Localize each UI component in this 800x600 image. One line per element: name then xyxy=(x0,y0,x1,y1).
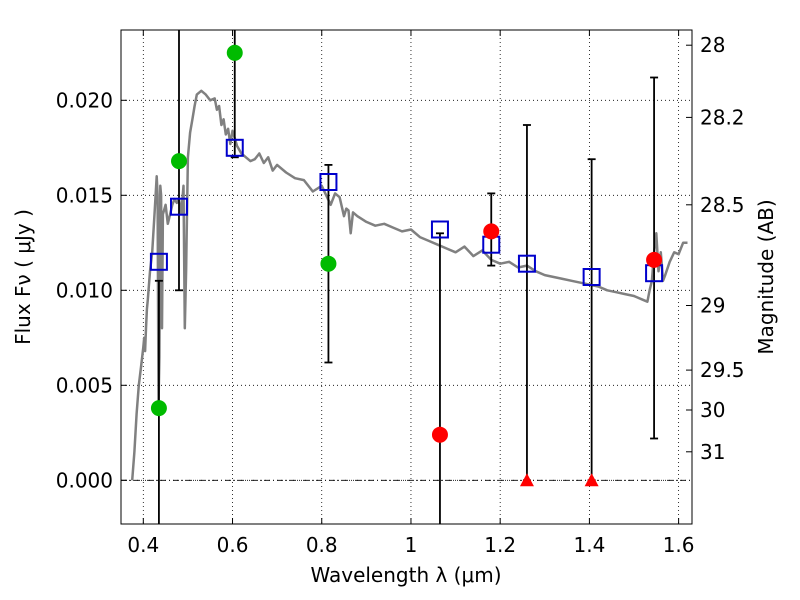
detection-point xyxy=(170,153,187,170)
x-tick-label: 0.4 xyxy=(127,533,159,557)
model-square xyxy=(430,220,449,239)
right-tick-label: 31 xyxy=(700,440,725,464)
detection-point xyxy=(150,400,167,417)
right-axis-label: Magnitude (AB) xyxy=(754,199,778,354)
model-square xyxy=(582,268,601,286)
x-tick-label: 1 xyxy=(405,533,418,557)
y-tick-label: 0.020 xyxy=(56,88,113,112)
right-tick-label: 29.5 xyxy=(700,358,745,382)
detection-point xyxy=(431,426,448,443)
right-tick-label: 29 xyxy=(700,294,725,318)
x-tick-label: 1.6 xyxy=(663,533,695,557)
x-tick-label: 1.4 xyxy=(573,533,605,557)
upper-limit-triangle xyxy=(584,473,599,487)
spectrum-layer xyxy=(130,89,688,481)
x-tick-label: 0.6 xyxy=(217,533,249,557)
x-tick-label: 0.8 xyxy=(306,533,338,557)
right-tick-label: 28.5 xyxy=(700,193,745,217)
detection-point xyxy=(320,255,337,272)
plot-frame xyxy=(120,29,693,525)
detection-point xyxy=(646,251,663,268)
y-tick-label: 0.000 xyxy=(56,468,113,492)
upper-limit-triangle xyxy=(519,473,534,487)
error-bars xyxy=(154,30,659,524)
right-tick-label: 28.2 xyxy=(700,105,745,129)
model-square xyxy=(149,252,168,271)
model-square xyxy=(517,254,536,273)
detection-point xyxy=(226,44,243,61)
y-tick-label: 0.015 xyxy=(56,183,113,207)
spectrum-line xyxy=(130,89,688,481)
model-square xyxy=(319,173,338,191)
model-square xyxy=(225,138,244,157)
x-tick-label: 1.2 xyxy=(484,533,516,557)
x-axis-label: Wavelength λ (μm) xyxy=(310,563,501,587)
axis-ticks: 0.4 0.6 0.8 1 1.2 1.4 1.6 0.000 0.005 0.010 0.015 0… xyxy=(56,30,745,557)
y-tick-label: 0.005 xyxy=(56,373,113,397)
right-tick-label: 28 xyxy=(700,33,725,57)
model-square xyxy=(169,197,188,216)
detection-point xyxy=(483,223,500,240)
y-axis-label: Flux Fν ( μJy ) xyxy=(11,209,35,345)
grid-lines xyxy=(121,30,692,524)
y-tick-label: 0.010 xyxy=(56,278,113,302)
right-tick-label: 30 xyxy=(700,398,725,422)
data-markers xyxy=(149,44,664,487)
